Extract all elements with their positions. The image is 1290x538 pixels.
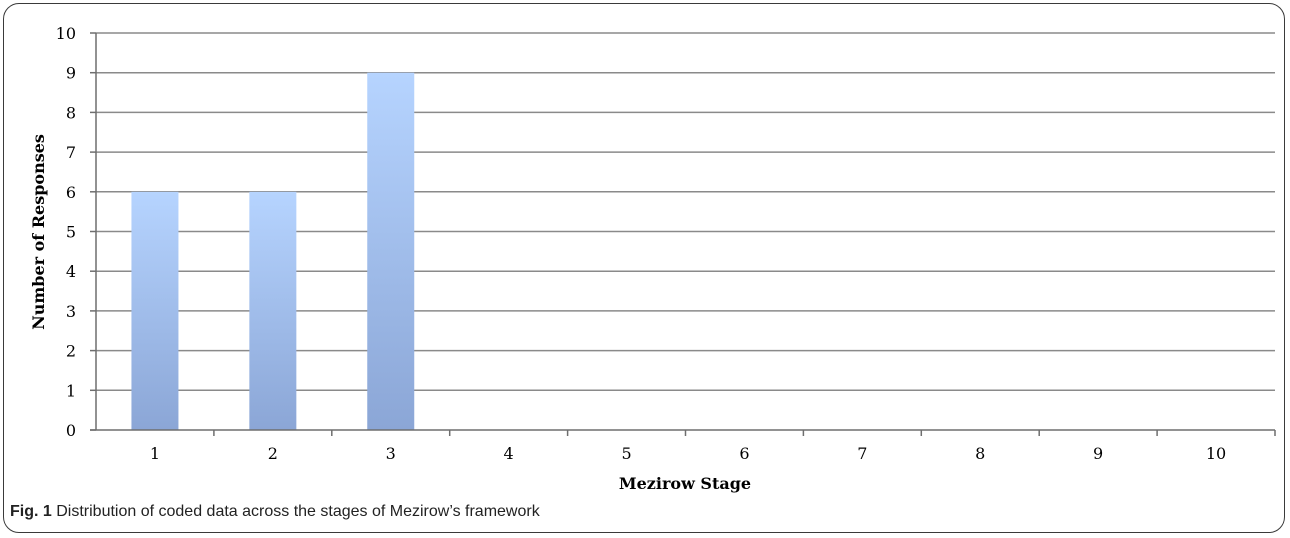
y-tick-label: 5	[66, 223, 76, 242]
y-tick-label: 4	[66, 262, 76, 281]
x-tick-label: 1	[150, 444, 160, 463]
y-tick-label: 6	[66, 183, 76, 202]
x-tick-label: 4	[504, 444, 514, 463]
y-tick-label: 10	[56, 24, 76, 43]
figure-caption: Fig. 1 Distribution of coded data across…	[10, 503, 540, 521]
figure-label: Fig. 1	[10, 503, 52, 520]
figure-caption-text: Distribution of coded data across the st…	[56, 503, 540, 520]
bars	[131, 72, 415, 430]
figure-frame	[3, 3, 1285, 533]
axes	[90, 33, 1275, 431]
y-tick-label: 9	[66, 64, 76, 83]
bar-stage-1	[131, 191, 179, 430]
x-tick-label: 6	[739, 444, 749, 463]
y-tick-labels: 0 1 2 3 4 5 6 7 8 9 10	[56, 24, 76, 440]
x-tick-label: 3	[386, 444, 396, 463]
x-tick-label: 5	[621, 444, 631, 463]
x-tick-label: 7	[857, 444, 867, 463]
x-tick-label: 8	[975, 444, 985, 463]
y-tick-label: 1	[66, 381, 76, 400]
y-tick-label: 2	[66, 342, 76, 361]
y-tick-label: 0	[66, 421, 76, 440]
x-tick-label: 2	[268, 444, 278, 463]
x-tick-label: 10	[1206, 444, 1226, 463]
bar-stage-2	[249, 191, 297, 430]
x-axis-title: Mezirow Stage	[619, 474, 751, 493]
x-tick-label: 9	[1093, 444, 1103, 463]
bar-stage-3	[367, 72, 415, 430]
y-axis-title: Number of Responses	[29, 134, 48, 330]
y-tick-label: 3	[66, 302, 76, 321]
y-tick-label: 8	[66, 103, 76, 122]
x-tick-labels: 1 2 3 4 5 6 7 8 9 10	[150, 444, 1226, 463]
y-tick-label: 7	[66, 143, 76, 162]
